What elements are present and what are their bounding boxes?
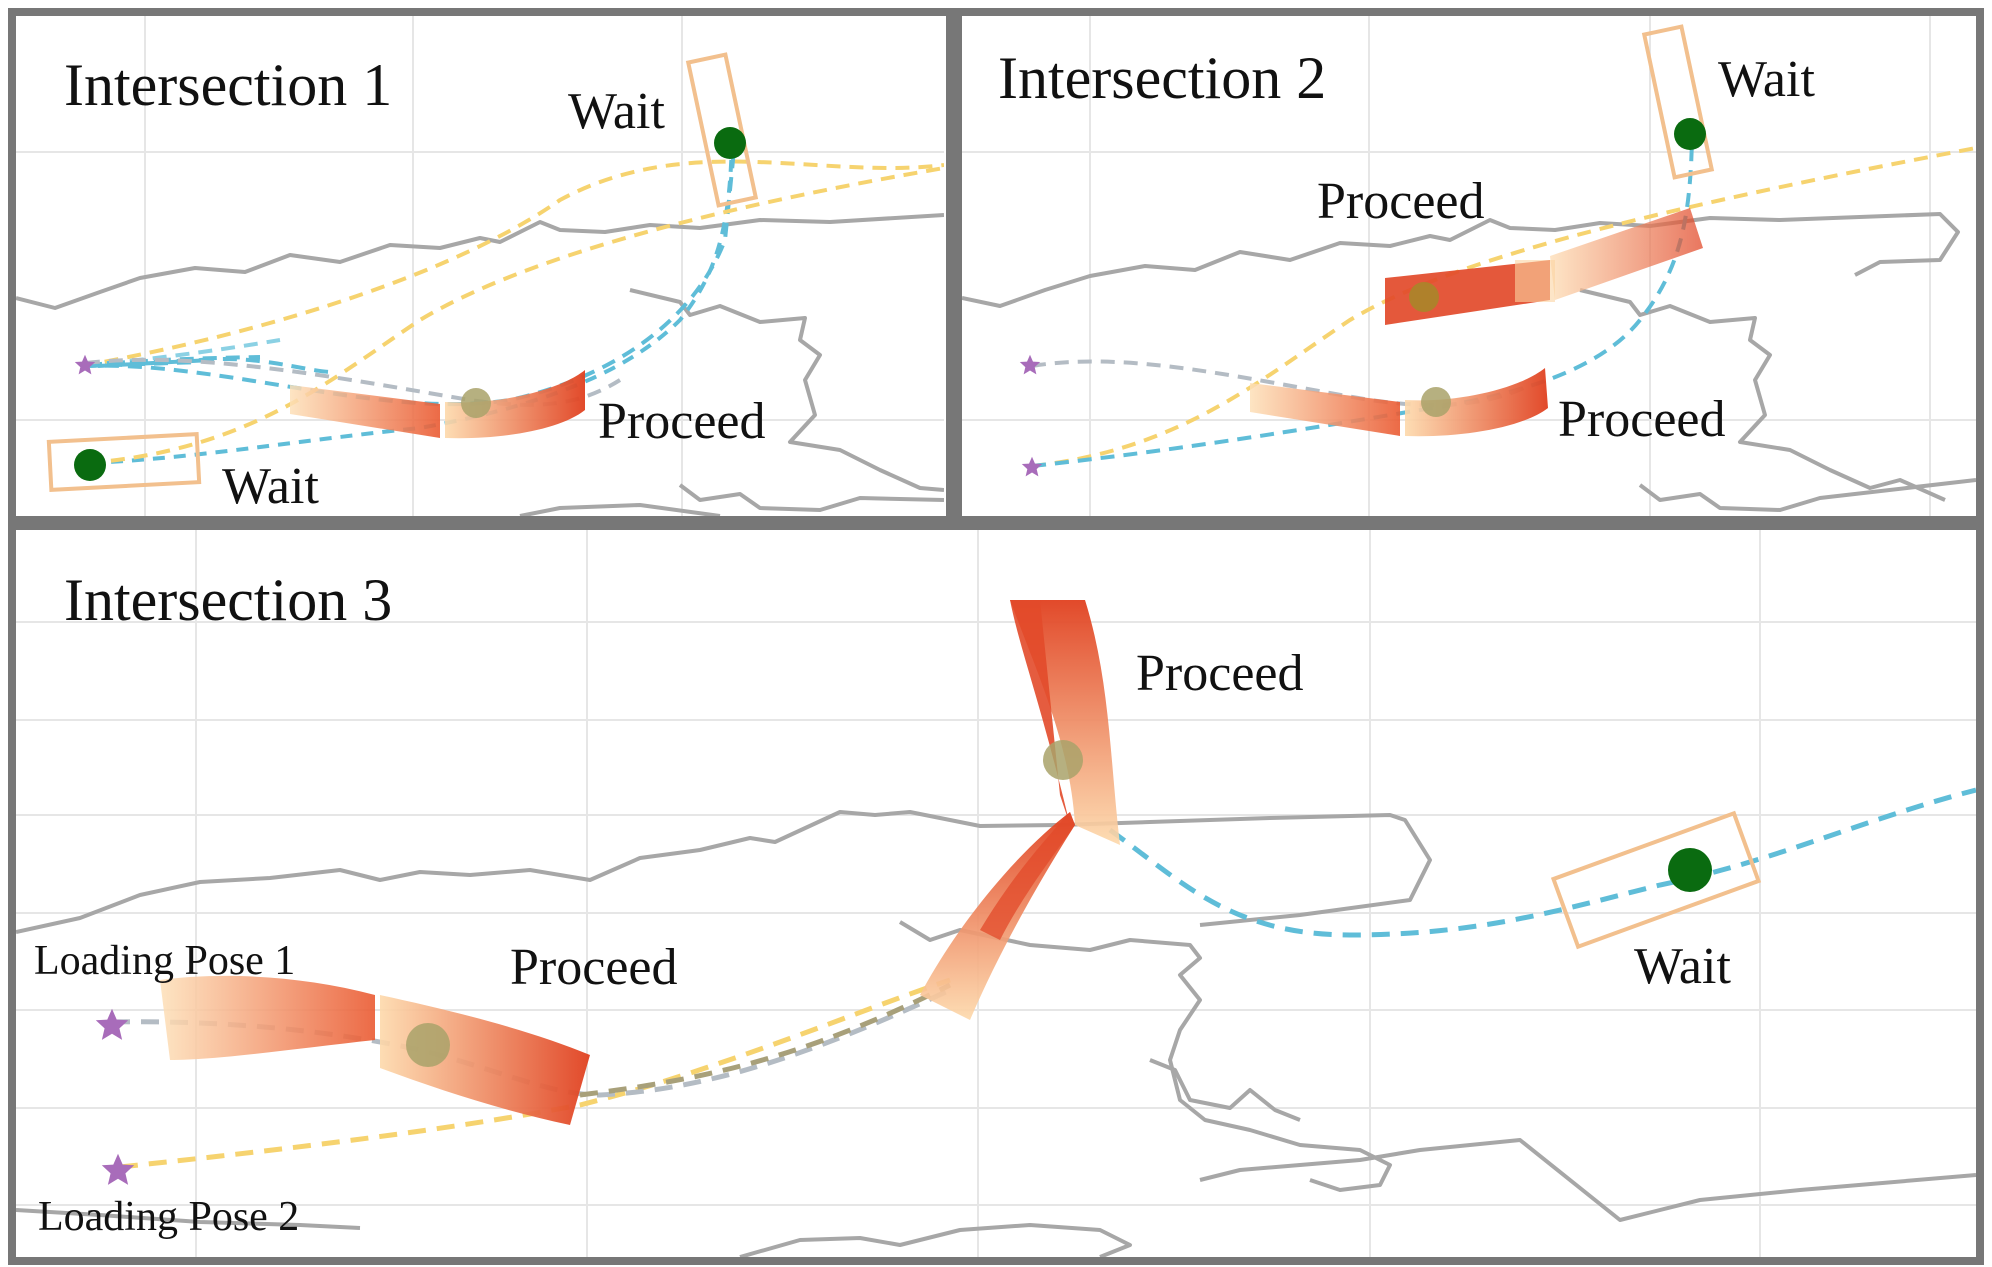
vehicle-p2-upper <box>1385 208 1703 325</box>
star-icon <box>1021 456 1043 477</box>
panel-frame-1 <box>8 8 954 524</box>
wait-robot-p1-left <box>74 449 106 481</box>
wait-box-p1-left <box>46 432 202 492</box>
vehicle-p2-lower <box>1250 368 1548 437</box>
pose-label: Loading Pose 1 <box>34 938 295 984</box>
panel-title: Intersection 3 <box>64 567 392 633</box>
wait-robot-p2-top <box>1674 118 1706 150</box>
wait-boxes <box>46 24 1762 950</box>
vehicle-p3-left <box>160 975 590 1125</box>
wait-box-p3-right <box>1550 810 1762 950</box>
vehicle-center-marker <box>461 388 491 418</box>
wait-robot-p3-right <box>1668 848 1712 892</box>
panel-title: Intersection 1 <box>64 52 392 118</box>
panel-frame-2 <box>954 8 1984 524</box>
state-label: Proceed <box>598 393 765 450</box>
state-label: Proceed <box>510 939 677 996</box>
wait-robot-p1-top <box>714 127 746 159</box>
state-label: Wait <box>568 83 665 140</box>
wait-box-p1-top <box>685 52 759 208</box>
star-icon <box>101 1153 135 1185</box>
waiting-robots <box>74 118 1712 892</box>
star-icon <box>95 1008 129 1040</box>
labels: Intersection 1 Wait Proceed Wait Interse… <box>34 45 1815 1240</box>
vehicle-p1 <box>290 370 585 439</box>
vehicle-center-marker <box>1043 740 1083 780</box>
state-label: Proceed <box>1136 645 1303 702</box>
vehicle-p3-center <box>920 600 1120 1020</box>
star-icon <box>74 354 96 375</box>
state-label: Wait <box>1634 938 1731 995</box>
vehicle-center-marker <box>1409 282 1439 312</box>
panel-frame-3 <box>8 522 1984 1265</box>
panel-title: Intersection 2 <box>998 45 1326 111</box>
start-stars <box>74 354 1043 1185</box>
proceed-vehicles <box>160 208 1703 1125</box>
pose-label: Loading Pose 2 <box>38 1194 299 1240</box>
state-label: Wait <box>222 458 319 515</box>
obstacle-outlines <box>16 213 944 516</box>
state-label: Wait <box>1718 51 1815 108</box>
panel-frames <box>8 8 1984 1265</box>
state-label: Proceed <box>1558 391 1725 448</box>
vehicle-center-marker <box>406 1023 450 1067</box>
wait-box-p2-top <box>1641 24 1715 180</box>
state-label: Proceed <box>1317 173 1484 230</box>
vehicle-center-marker <box>1421 387 1451 417</box>
star-icon <box>1019 354 1041 375</box>
obstacle-outlines <box>16 810 1976 1257</box>
obstacle-outlines <box>962 212 1976 512</box>
